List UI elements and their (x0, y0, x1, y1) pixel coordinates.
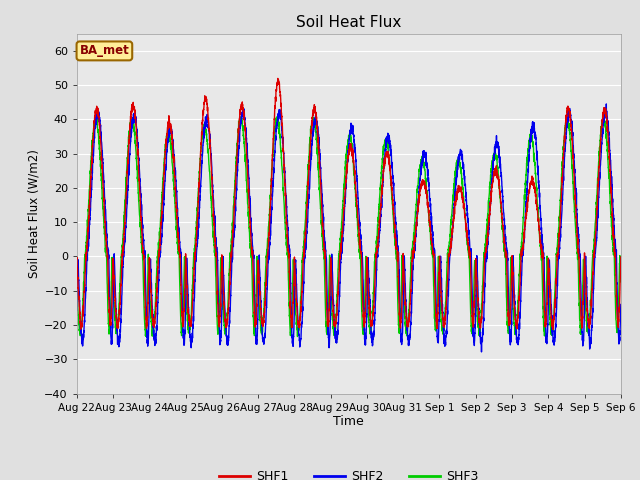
Legend: SHF1, SHF2, SHF3: SHF1, SHF2, SHF3 (214, 465, 484, 480)
Text: BA_met: BA_met (79, 44, 129, 58)
Title: Soil Heat Flux: Soil Heat Flux (296, 15, 401, 30)
Y-axis label: Soil Heat Flux (W/m2): Soil Heat Flux (W/m2) (27, 149, 40, 278)
X-axis label: Time: Time (333, 415, 364, 429)
